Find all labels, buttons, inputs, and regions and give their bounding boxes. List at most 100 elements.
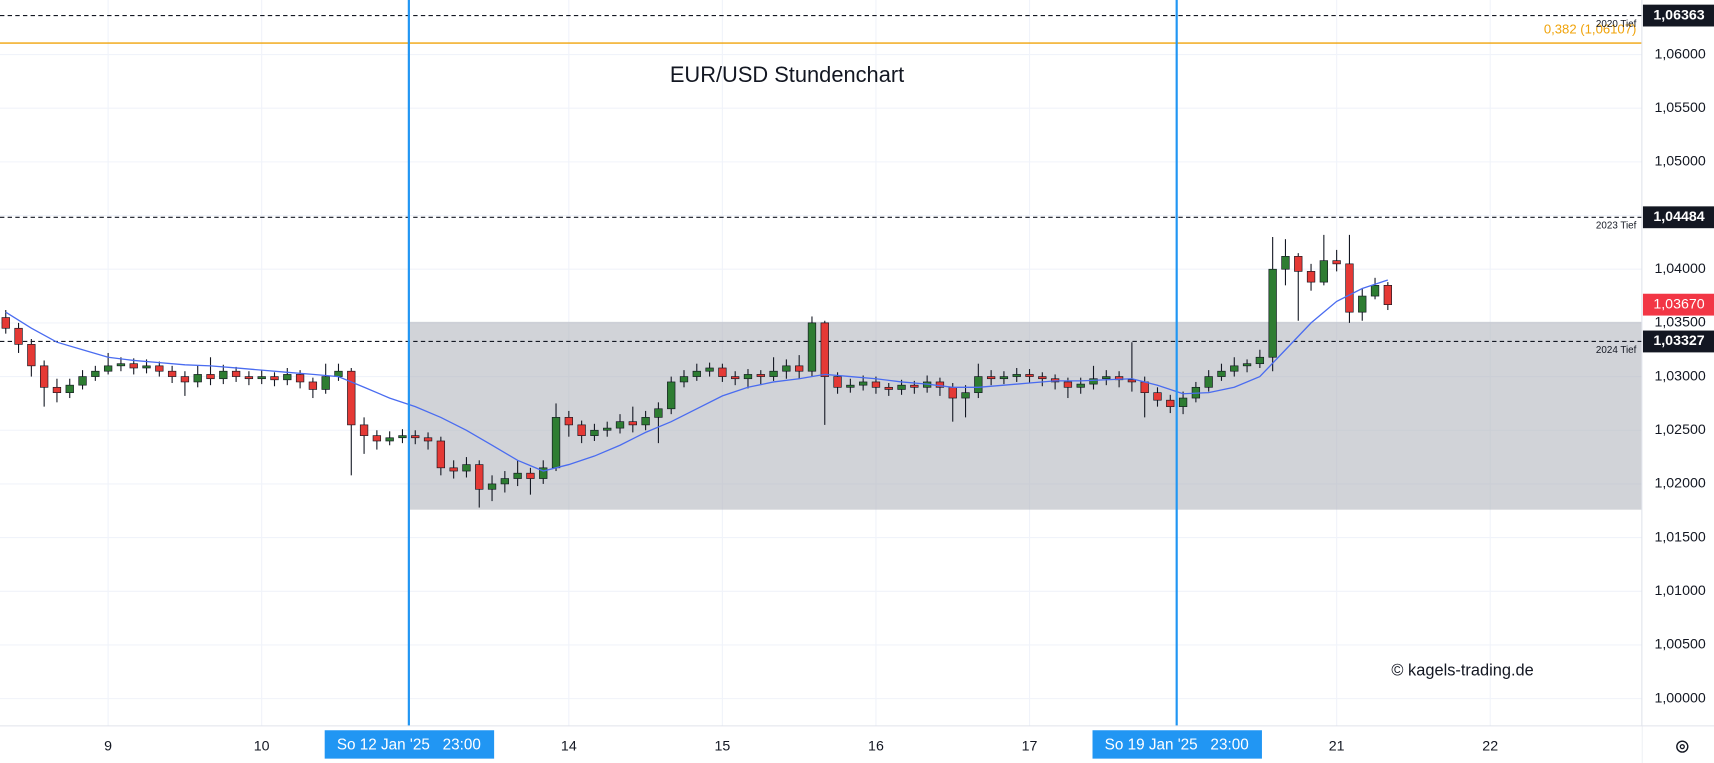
price-axis (1641, 0, 1714, 763)
candle-body (142, 365, 151, 369)
candle-body (1242, 363, 1252, 367)
x-tick-label: 21 (1329, 738, 1345, 754)
moving-average (5, 279, 1389, 472)
candle-body (692, 370, 701, 377)
candle-body (411, 435, 420, 439)
candle-body (91, 370, 100, 377)
candle-body (615, 421, 625, 429)
candle-body (283, 374, 292, 381)
candle-body (884, 386, 893, 390)
y-tick-label: 1,05000 (1654, 154, 1705, 170)
candle-body (1281, 256, 1290, 270)
candle-body (1255, 356, 1265, 365)
candle-body (577, 424, 586, 436)
y-tick-label: 1,02000 (1654, 476, 1705, 492)
candle-body (475, 464, 484, 490)
y-tick-label: 1,04000 (1654, 261, 1705, 277)
zone-layer (408, 321, 1642, 510)
candle-body (871, 381, 881, 388)
candle-body (244, 376, 254, 380)
candle-body (1319, 260, 1329, 283)
candle-body (833, 376, 842, 388)
candle-body (436, 440, 446, 469)
candle-body (807, 322, 817, 372)
candle-body (1383, 285, 1392, 305)
candle-body (743, 374, 753, 380)
candle-body (603, 427, 612, 431)
candle-body (1294, 256, 1303, 272)
candle-body (1370, 285, 1380, 297)
candle-body (449, 467, 458, 472)
candle-body (1345, 263, 1354, 313)
candle-body (462, 464, 471, 472)
candle-body (795, 365, 804, 372)
candle-body (564, 417, 573, 426)
y-tick-label: 1,00000 (1654, 690, 1705, 706)
x-tick-label: 9 (104, 738, 112, 754)
y-tick-label: 1,02500 (1654, 422, 1705, 438)
x-tick-label: 15 (714, 738, 730, 754)
time-marker-box (324, 730, 495, 759)
candle-body (731, 376, 740, 380)
candle-body (1358, 295, 1367, 313)
candle-body (718, 367, 727, 377)
candle-body (308, 381, 318, 390)
candle-body (359, 424, 369, 436)
y-tick-label: 1,01000 (1654, 583, 1705, 599)
time-marker-label: So 19 Jan '25 23:00 (1105, 737, 1249, 754)
candle-body (500, 478, 509, 485)
candle-body (539, 467, 548, 479)
level-price-box (1642, 4, 1714, 27)
settings-icon[interactable] (1676, 740, 1689, 753)
candle-body (1076, 383, 1085, 388)
level-label: 2020 Tief (1596, 19, 1637, 30)
candle-body (39, 365, 49, 388)
candle-body (27, 344, 36, 367)
candle-body (219, 370, 228, 380)
candle-body (372, 435, 382, 442)
candle-body (846, 384, 855, 388)
candle-body (1025, 374, 1034, 377)
candle-body (167, 370, 177, 377)
candle-body (295, 374, 305, 383)
candle-body (859, 381, 868, 386)
x-tick-label: 16 (868, 738, 884, 754)
candle-body (1166, 399, 1175, 407)
candle-body (347, 370, 356, 426)
candle-body (65, 384, 74, 394)
candle-body (986, 376, 996, 380)
x-tick-label: 22 (1482, 738, 1498, 754)
candle-body (1178, 397, 1188, 407)
candle-body (526, 472, 535, 479)
candle-body (1063, 381, 1073, 388)
y-tick-label: 1,06000 (1654, 46, 1705, 62)
gear-hub (1679, 744, 1685, 750)
candle-body (206, 374, 215, 380)
candle-body (270, 376, 279, 381)
candle-body (1204, 376, 1213, 388)
candle-body (769, 370, 778, 377)
candle-body (705, 367, 714, 372)
candle-body (1306, 271, 1316, 283)
candle-body (385, 437, 394, 442)
candle-body (1217, 370, 1226, 377)
last-price-label: 1,03670 (1653, 296, 1704, 312)
candle-body (1127, 379, 1137, 383)
candle-body (155, 365, 164, 372)
x-tick-label: 14 (561, 738, 577, 754)
candle-body (257, 376, 266, 380)
x-tick-label: 17 (1022, 738, 1038, 754)
y-tick-label: 1,01500 (1654, 529, 1705, 545)
level-label: 2024 Tief (1596, 345, 1637, 356)
candle-body (321, 376, 330, 390)
candle-body (193, 374, 202, 383)
zone (408, 321, 1642, 510)
markers-layer (407, 0, 1178, 726)
ma-layer (5, 279, 1389, 472)
candle-body (628, 421, 637, 426)
x-tick-label: 10 (254, 738, 270, 754)
y-tick-label: 1,03000 (1654, 368, 1705, 384)
level-price-label: 1,03327 (1653, 333, 1704, 349)
level-price-box (1642, 330, 1714, 353)
candle-body (14, 327, 23, 345)
